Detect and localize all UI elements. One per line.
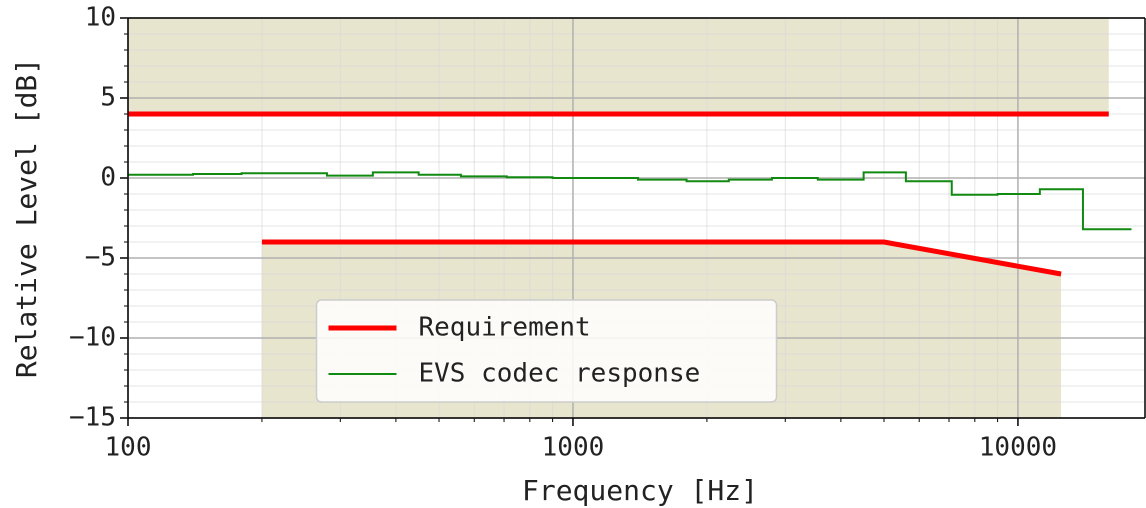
- y-tick-label: 5: [100, 83, 116, 113]
- y-tick-label: −15: [69, 403, 116, 433]
- y-axis-label: Relative Level [dB]: [10, 58, 43, 378]
- legend-frame: [315, 299, 778, 403]
- legend-label: Requirement: [419, 313, 591, 343]
- x-tick-label: 10000: [979, 433, 1057, 463]
- x-axis-label: Frequency [Hz]: [522, 474, 758, 507]
- response-line: [128, 171, 1132, 231]
- legend: Requirement EVS codec response: [315, 299, 778, 403]
- y-tick-label: 0: [100, 163, 116, 193]
- y-tick-label: 10: [85, 3, 116, 33]
- y-tick-label: −10: [69, 323, 116, 353]
- legend-label: EVS codec response: [419, 359, 701, 389]
- x-tick-label: 1000: [542, 433, 605, 463]
- y-tick-label: −5: [85, 243, 116, 273]
- x-tick-label: 100: [105, 433, 152, 463]
- requirement-line: [261, 239, 1062, 277]
